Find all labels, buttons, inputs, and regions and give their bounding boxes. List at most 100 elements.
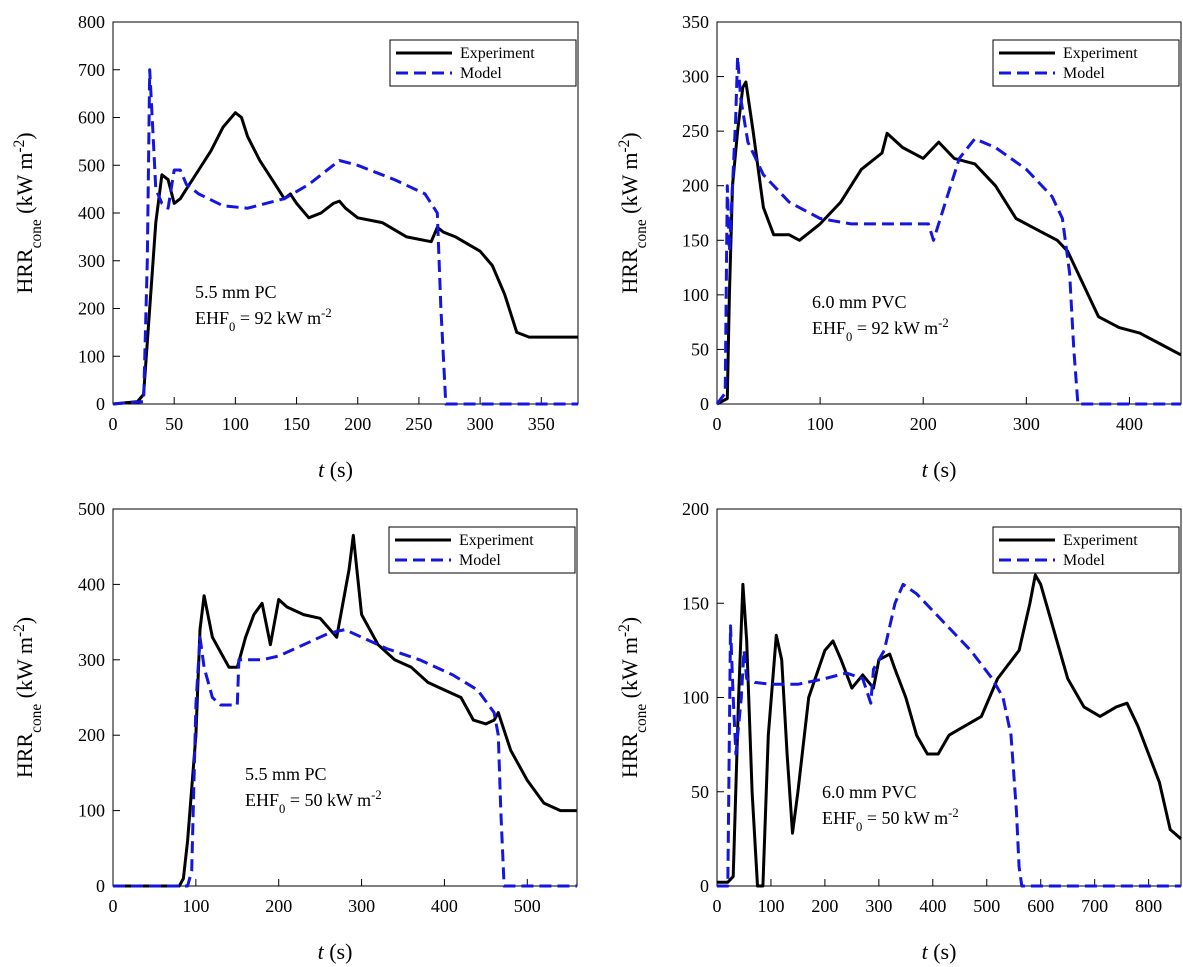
x-tick-label: 50 — [165, 414, 183, 434]
x-tick-label: 0 — [109, 414, 118, 434]
annotation: 5.5 mm PC — [195, 282, 277, 302]
series-line — [113, 533, 577, 888]
text-part: (kW m — [12, 637, 37, 704]
text-part: HRR — [12, 733, 37, 779]
text-part: -2 — [11, 624, 28, 637]
text-part: -2 — [616, 140, 633, 153]
x-axis-label: t (s) — [318, 457, 353, 482]
text-part: cone — [28, 219, 45, 248]
x-axis-label: t (s) — [922, 457, 957, 482]
legend-box — [992, 526, 1180, 574]
legend-label: Model — [460, 65, 502, 82]
series-line — [715, 55, 1181, 406]
x-tick-label: 200 — [811, 896, 838, 916]
subplot: 0 100 200 300 400 500 600 700 800 0 50 100 150 200 250… — [11, 12, 579, 482]
y-axis-label: HRRcone (kW m-2) — [616, 617, 650, 778]
x-tick-label: 400 — [431, 896, 458, 916]
x-tick-label: 700 — [1081, 896, 1108, 916]
x-tick-label: 100 — [757, 896, 784, 916]
annotation: 6.0 mm PVC — [822, 782, 917, 802]
text-part: = 92 kW m — [235, 308, 321, 328]
text-part: 0 — [856, 820, 862, 834]
x-tick-label: 200 — [910, 414, 937, 434]
text-part: (kW m — [617, 153, 642, 220]
text-part: EHF — [812, 318, 846, 338]
x-tick-label: 300 — [348, 896, 375, 916]
text-part: (s) — [928, 939, 957, 964]
y-tick-label: 150 — [682, 593, 709, 613]
text-part: t — [922, 457, 929, 482]
text-part: 0 — [846, 330, 852, 344]
text-part: EHF — [245, 790, 279, 810]
text-part: ) — [12, 617, 37, 624]
x-tick-label: 150 — [283, 414, 310, 434]
x-tick-label: 500 — [973, 896, 1000, 916]
legend-label: Experiment — [1063, 45, 1138, 62]
text-part: t — [318, 457, 325, 482]
y-tick-label: 500 — [78, 155, 105, 175]
text-part: -2 — [11, 140, 28, 153]
legend-label: Model — [1063, 552, 1105, 569]
series-line — [112, 68, 578, 406]
y-tick-label: 100 — [682, 285, 709, 305]
y-tick-label: 0 — [700, 394, 709, 414]
text-part: HRR — [617, 733, 642, 779]
legend-label: Experiment — [460, 45, 535, 62]
y-tick-label: 0 — [96, 876, 105, 896]
text-part: ) — [617, 132, 642, 139]
text-part: EHF — [195, 308, 229, 328]
legend-box — [992, 39, 1180, 87]
y-tick-label: 300 — [682, 67, 709, 87]
text-part: = 50 kW m — [285, 790, 371, 810]
text-part: cone — [633, 219, 650, 248]
text-part: = 92 kW m — [852, 318, 938, 338]
y-axis-label: HRRcone (kW m-2) — [616, 132, 650, 293]
annotation: EHF0 = 50 kW m-2 — [822, 806, 959, 834]
subplot: 0 100 200 300 400 500 0 100 200 300 400 500 t (s) HRR… — [11, 499, 578, 964]
x-tick-label: 100 — [807, 414, 834, 434]
text-part: 0 — [279, 802, 285, 816]
x-tick-label: 350 — [528, 414, 555, 434]
x-axis-label: t (s) — [318, 939, 353, 964]
text-part: (kW m — [617, 637, 642, 704]
text-part: HRR — [12, 248, 37, 294]
legend-label: Experiment — [1063, 532, 1138, 549]
text-part: (s) — [324, 939, 353, 964]
text-part: -2 — [948, 806, 959, 820]
y-tick-label: 250 — [682, 121, 709, 141]
series-line — [716, 80, 1182, 406]
y-tick-label: 0 — [96, 394, 105, 414]
text-part: 0 — [229, 320, 235, 334]
x-tick-label: 300 — [865, 896, 892, 916]
text-part: cone — [28, 704, 45, 733]
text-part: -2 — [938, 316, 949, 330]
series-line — [113, 628, 577, 888]
x-axis-label: t (s) — [922, 939, 957, 964]
x-tick-label: 0 — [109, 896, 118, 916]
x-tick-label: 250 — [405, 414, 432, 434]
subplot: 0 50 100 150 200 0 100 200 300 400 500 600 700 800 t (… — [616, 499, 1182, 964]
x-tick-label: 300 — [467, 414, 494, 434]
y-tick-label: 100 — [78, 346, 105, 366]
annotation: 6.0 mm PVC — [812, 292, 907, 312]
y-tick-label: 400 — [78, 203, 105, 223]
y-tick-label: 400 — [78, 574, 105, 594]
y-tick-label: 200 — [682, 176, 709, 196]
x-tick-label: 0 — [713, 896, 722, 916]
series-line — [717, 573, 1182, 888]
annotation: EHF0 = 92 kW m-2 — [195, 306, 332, 334]
text-part: ) — [12, 132, 37, 139]
text-part: HRR — [617, 248, 642, 294]
legend-box — [389, 39, 577, 87]
x-tick-label: 400 — [1116, 414, 1143, 434]
y-tick-label: 800 — [78, 12, 105, 32]
text-part: ) — [617, 617, 642, 624]
annotation: EHF0 = 50 kW m-2 — [245, 788, 382, 816]
legend-label: Model — [459, 552, 501, 569]
y-tick-label: 100 — [682, 688, 709, 708]
y-tick-label: 350 — [682, 12, 709, 32]
x-tick-label: 200 — [344, 414, 371, 434]
legend-label: Model — [1063, 65, 1105, 82]
y-tick-label: 0 — [700, 876, 709, 896]
